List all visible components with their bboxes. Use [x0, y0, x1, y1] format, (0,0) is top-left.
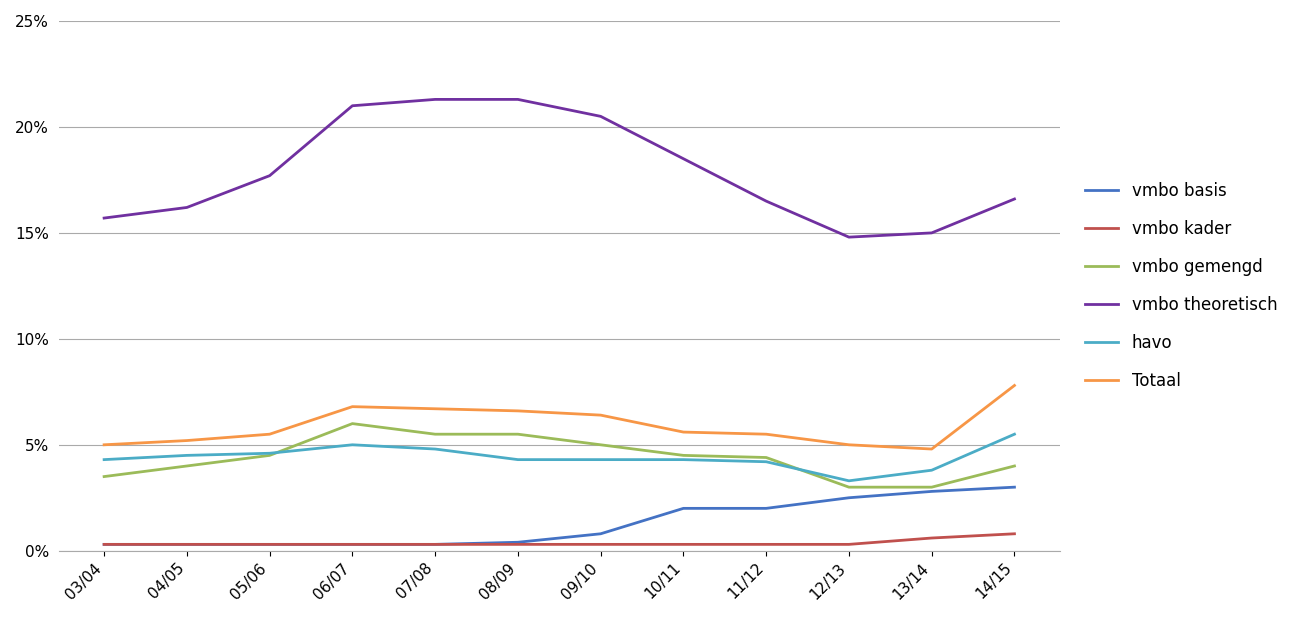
havo: [1007, 431, 1022, 438]
vmbo gemengd: [179, 462, 195, 470]
havo: [96, 456, 112, 463]
vmbo kader: [759, 540, 774, 548]
vmbo gemengd: [675, 452, 691, 459]
vmbo basis: [511, 539, 526, 546]
Totaal: [1007, 382, 1022, 389]
vmbo theoretisch: [179, 204, 195, 211]
vmbo theoretisch: [344, 102, 360, 109]
vmbo basis: [842, 494, 857, 502]
vmbo kader: [924, 534, 939, 542]
Totaal: [96, 441, 112, 449]
vmbo theoretisch: [1007, 196, 1022, 203]
Line: Totaal: Totaal: [104, 386, 1015, 449]
vmbo basis: [344, 540, 360, 548]
vmbo theoretisch: [96, 214, 112, 222]
Legend: vmbo basis, vmbo kader, vmbo gemengd, vmbo theoretisch, havo, Totaal: vmbo basis, vmbo kader, vmbo gemengd, vm…: [1078, 175, 1283, 397]
vmbo basis: [179, 540, 195, 548]
vmbo theoretisch: [924, 229, 939, 236]
Totaal: [592, 412, 608, 419]
vmbo gemengd: [511, 431, 526, 438]
havo: [924, 466, 939, 474]
vmbo gemengd: [842, 484, 857, 491]
Line: havo: havo: [104, 434, 1015, 481]
Totaal: [427, 405, 443, 413]
havo: [675, 456, 691, 463]
vmbo basis: [924, 487, 939, 495]
havo: [179, 452, 195, 459]
havo: [592, 456, 608, 463]
vmbo theoretisch: [675, 155, 691, 162]
vmbo kader: [592, 540, 608, 548]
vmbo kader: [1007, 530, 1022, 537]
Line: vmbo kader: vmbo kader: [104, 534, 1015, 544]
Totaal: [842, 441, 857, 449]
vmbo kader: [427, 540, 443, 548]
vmbo kader: [262, 540, 278, 548]
vmbo kader: [179, 540, 195, 548]
havo: [759, 458, 774, 465]
Totaal: [511, 407, 526, 415]
vmbo basis: [1007, 484, 1022, 491]
vmbo basis: [592, 530, 608, 537]
vmbo basis: [96, 540, 112, 548]
havo: [262, 450, 278, 457]
havo: [344, 441, 360, 449]
Line: vmbo theoretisch: vmbo theoretisch: [104, 99, 1015, 237]
vmbo gemengd: [344, 420, 360, 428]
vmbo gemengd: [262, 452, 278, 459]
Line: vmbo gemengd: vmbo gemengd: [104, 424, 1015, 487]
vmbo theoretisch: [427, 96, 443, 103]
vmbo kader: [675, 540, 691, 548]
havo: [842, 477, 857, 484]
vmbo kader: [511, 540, 526, 548]
Totaal: [344, 403, 360, 410]
vmbo basis: [262, 540, 278, 548]
vmbo theoretisch: [592, 113, 608, 120]
Line: vmbo basis: vmbo basis: [104, 487, 1015, 544]
vmbo gemengd: [592, 441, 608, 449]
vmbo gemengd: [924, 484, 939, 491]
vmbo kader: [842, 540, 857, 548]
vmbo theoretisch: [262, 172, 278, 180]
vmbo theoretisch: [759, 197, 774, 205]
Totaal: [759, 431, 774, 438]
vmbo basis: [759, 505, 774, 512]
Totaal: [924, 445, 939, 453]
vmbo theoretisch: [511, 96, 526, 103]
vmbo kader: [344, 540, 360, 548]
Totaal: [179, 437, 195, 444]
vmbo basis: [675, 505, 691, 512]
vmbo kader: [96, 540, 112, 548]
vmbo gemengd: [759, 453, 774, 461]
havo: [511, 456, 526, 463]
vmbo gemengd: [96, 473, 112, 480]
vmbo basis: [427, 540, 443, 548]
Totaal: [675, 428, 691, 436]
vmbo gemengd: [427, 431, 443, 438]
havo: [427, 445, 443, 453]
Totaal: [262, 431, 278, 438]
vmbo gemengd: [1007, 462, 1022, 470]
vmbo theoretisch: [842, 233, 857, 241]
